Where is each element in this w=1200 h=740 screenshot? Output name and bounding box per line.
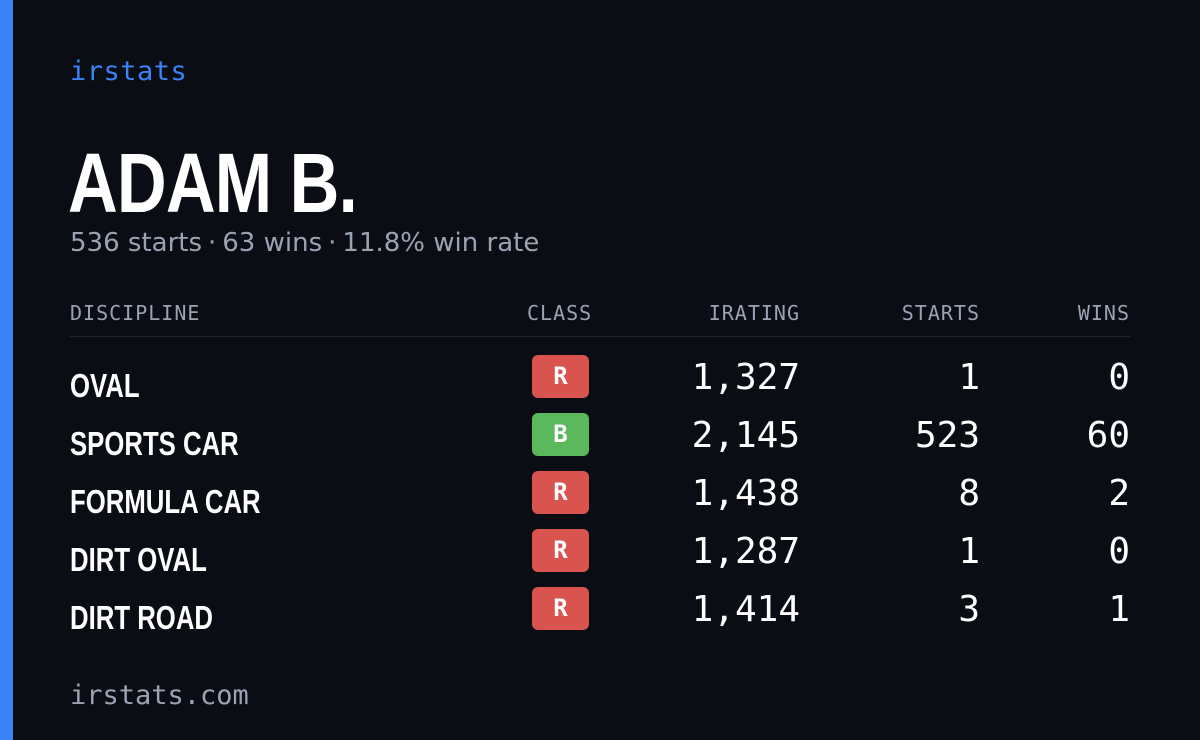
wins-value: 1 [1108, 589, 1130, 630]
class-badge: R [532, 587, 589, 630]
irating-value: 1,414 [691, 589, 800, 630]
starts-value: 523 [914, 415, 980, 456]
class-badge: R [532, 471, 589, 514]
wins-summary: 63 wins [222, 228, 323, 258]
wins-value: 0 [1108, 357, 1130, 398]
irating-value: 1,287 [691, 531, 800, 572]
footer-url: irstats.com [70, 680, 249, 711]
starts-value: 3 [958, 589, 980, 630]
discipline-table: DISCIPLINE CLASS IRATING STARTS WINS OVA… [70, 300, 1130, 641]
brand-logo-text: irstats [70, 56, 188, 87]
wins-value: 0 [1108, 531, 1130, 572]
winrate-summary: 11.8% win rate [342, 228, 540, 258]
starts-value: 1 [958, 357, 980, 398]
starts-value: 1 [958, 531, 980, 572]
table-header: DISCIPLINE CLASS IRATING STARTS WINS [70, 300, 1130, 337]
wins-value: 60 [1086, 415, 1130, 456]
discipline-name: SPORTS CAR [70, 425, 239, 462]
summary-separator: · [208, 228, 217, 258]
starts-value: 8 [958, 473, 980, 514]
table-row: SPORTS CAR B 2,145 523 60 [70, 409, 1130, 467]
discipline-name: OVAL [70, 367, 140, 404]
table-row: DIRT OVAL R 1,287 1 0 [70, 525, 1130, 583]
discipline-name: FORMULA CAR [70, 483, 261, 520]
table-row: OVAL R 1,327 1 0 [70, 351, 1130, 409]
class-badge: R [532, 355, 589, 398]
irating-value: 1,327 [691, 357, 800, 398]
header-irating: IRATING [708, 301, 800, 325]
summary-separator: · [328, 228, 337, 258]
table-row: DIRT ROAD R 1,414 3 1 [70, 583, 1130, 641]
player-summary: 536 starts · 63 wins · 11.8% win rate [70, 228, 539, 258]
starts-summary: 536 starts [70, 228, 202, 258]
player-name: ADAM B. [68, 136, 358, 230]
header-class: CLASS [527, 301, 593, 325]
table-body: OVAL R 1,327 1 0 SPORTS CAR B 2,145 523 … [70, 337, 1130, 641]
accent-bar [0, 0, 13, 740]
class-badge: B [532, 413, 589, 456]
table-row: FORMULA CAR R 1,438 8 2 [70, 467, 1130, 525]
header-discipline: DISCIPLINE [70, 301, 201, 325]
irating-value: 1,438 [691, 473, 800, 514]
discipline-name: DIRT OVAL [70, 541, 207, 578]
header-wins: WINS [1077, 301, 1130, 325]
wins-value: 2 [1108, 473, 1130, 514]
discipline-name: DIRT ROAD [70, 599, 213, 636]
irating-value: 2,145 [691, 415, 800, 456]
class-badge: R [532, 529, 589, 572]
header-starts: STARTS [901, 301, 980, 325]
